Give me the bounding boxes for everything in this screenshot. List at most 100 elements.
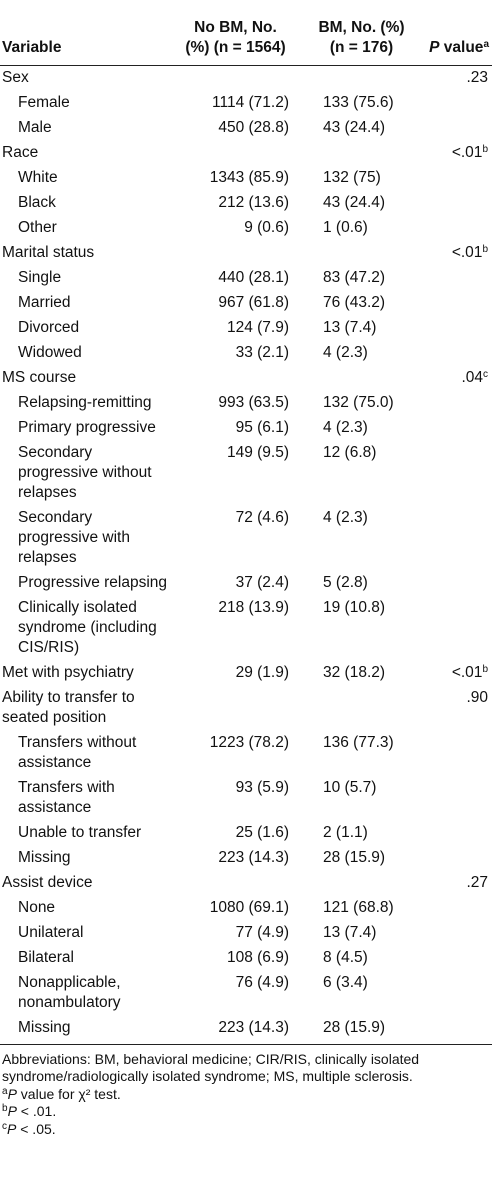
cell-p-value: <.01b: [422, 241, 492, 266]
cell-bm-value: 12 (6.8): [323, 443, 377, 461]
cell-bm: [301, 241, 422, 266]
header-variable: Variable: [0, 0, 170, 66]
row-sublabel: None: [18, 898, 56, 916]
cell-no-bm: 218 (13.9): [218, 598, 289, 616]
footnote-b-p: P: [7, 1103, 17, 1119]
cell-no-bm: 93 (5.9): [235, 778, 289, 796]
cell-no-bm: 76 (4.9): [235, 973, 289, 991]
cell-p-value: [422, 846, 492, 871]
cell-p-value: .90: [422, 686, 492, 731]
cell-bm: 4 (2.3): [301, 506, 422, 571]
cell-p-value: <.01b: [422, 661, 492, 686]
row-sublabel: Transfers without assistance: [18, 733, 137, 771]
cell-bm: 2 (1.1): [301, 821, 422, 846]
table-row: Bilateral 108 (6.9) 8 (4.5): [0, 946, 492, 971]
cell-p-value: [422, 416, 492, 441]
table-row: Black 212 (13.6) 43 (24.4): [0, 191, 492, 216]
cell-bm: 5 (2.8): [301, 571, 422, 596]
p-value-sup: b: [482, 663, 488, 675]
table-row: Secondary progressive with relapses 72 (4…: [0, 506, 492, 571]
row-sublabel: Progressive relapsing: [18, 573, 168, 591]
cell-bm: 28 (15.9): [301, 846, 422, 871]
cell-bm-value: 4 (2.3): [323, 508, 368, 526]
table-row: Primary progressive 95 (6.1) 4 (2.3): [0, 416, 492, 441]
header-bm-line2: (n = 176): [329, 39, 394, 56]
demographics-table: Variable No BM, No. (%) (n = 1564) BM, No…: [0, 0, 492, 1045]
header-no-bm: No BM, No. (%) (n = 1564): [170, 0, 301, 66]
table-row: Unable to transfer 25 (1.6) 2 (1.1): [0, 821, 492, 846]
cell-bm: 19 (10.8): [301, 596, 422, 661]
p-value-text: <.01: [451, 663, 483, 681]
cell-no-bm: 77 (4.9): [235, 923, 289, 941]
p-value-text: .04: [461, 368, 483, 386]
p-value-text: .90: [466, 688, 488, 706]
cell-bm: 6 (3.4): [301, 971, 422, 1016]
cell-bm: [301, 66, 422, 91]
cell-no-bm: 1343 (85.9): [209, 168, 289, 186]
cell-bm: 43 (24.4): [301, 116, 422, 141]
cell-bm: [301, 871, 422, 896]
footnote-b-mark: b: [2, 1103, 8, 1114]
row-category-label: Sex: [2, 69, 29, 86]
p-value-text: <.01: [451, 143, 483, 161]
row-sublabel: Unilateral: [18, 923, 84, 941]
cell-bm-value: 4 (2.3): [323, 343, 368, 361]
cell-no-bm: [170, 241, 301, 266]
footnote-c-text: < .05.: [16, 1120, 56, 1137]
table-row: Nonapplicable, nonambulatory 76 (4.9) 6 (3…: [0, 971, 492, 1016]
header-p-letter: P: [429, 39, 440, 56]
table-row: Ability to transfer to seated position .9…: [0, 686, 492, 731]
cell-bm: 10 (5.7): [301, 776, 422, 821]
cell-bm-value: 6 (3.4): [323, 973, 368, 991]
cell-p-value: [422, 596, 492, 661]
cell-bm: 4 (2.3): [301, 416, 422, 441]
footnote-a-mark: a: [2, 1085, 8, 1097]
cell-no-bm: 450 (28.8): [218, 118, 289, 136]
cell-p-value: [422, 821, 492, 846]
cell-no-bm: [170, 686, 301, 731]
cell-no-bm: [170, 871, 301, 896]
header-p-word: value: [443, 39, 484, 56]
cell-bm-value: 136 (77.3): [323, 733, 394, 751]
row-sublabel: Widowed: [18, 343, 82, 361]
cell-p-value: [422, 116, 492, 141]
p-value-text: .27: [466, 873, 488, 891]
header-p-value: P valuea: [422, 0, 492, 66]
cell-bm-value: 13 (7.4): [323, 923, 377, 941]
table-row: Transfers with assistance 93 (5.9) 10 (5.7…: [0, 776, 492, 821]
cell-bm-value: 121 (68.8): [323, 898, 394, 916]
cell-no-bm: 9 (0.6): [244, 218, 289, 236]
cell-no-bm: 29 (1.9): [235, 663, 289, 681]
cell-bm-value: 28 (15.9): [323, 848, 386, 866]
row-category-label: Race: [2, 143, 39, 161]
cell-no-bm: 212 (13.6): [218, 193, 289, 211]
cell-no-bm: 72 (4.6): [235, 508, 289, 526]
cell-bm-value: 2 (1.1): [323, 823, 368, 841]
cell-bm: 1 (0.6): [301, 216, 422, 241]
table-row: Male 450 (28.8) 43 (24.4): [0, 116, 492, 141]
cell-p-value: [422, 216, 492, 241]
row-sublabel: White: [18, 168, 58, 186]
cell-no-bm: 33 (2.1): [235, 343, 289, 361]
table-header: Variable No BM, No. (%) (n = 1564) BM, No…: [0, 0, 492, 66]
cell-p-value: [422, 1015, 492, 1045]
footnotes: Abbreviations: BM, behavioral medicine; …: [0, 1045, 492, 1139]
cell-bm: 83 (47.2): [301, 266, 422, 291]
table-row: Missing 223 (14.3) 28 (15.9): [0, 1015, 492, 1045]
row-sublabel: Other: [18, 218, 57, 236]
cell-p-value: [422, 921, 492, 946]
cell-p-value: [422, 776, 492, 821]
cell-no-bm: 95 (6.1): [235, 418, 289, 436]
cell-p-value: [422, 316, 492, 341]
table-row: Transfers without assistance 1223 (78.2) 1…: [0, 731, 492, 776]
footnote-a-text: value for χ² test.: [16, 1085, 121, 1102]
cell-bm: 132 (75.0): [301, 391, 422, 416]
cell-no-bm: 124 (7.9): [226, 318, 289, 336]
cell-no-bm: 1114 (71.2): [212, 93, 289, 111]
p-value-sup: b: [482, 243, 488, 255]
cell-p-value: [422, 266, 492, 291]
cell-p-value: [422, 896, 492, 921]
cell-p-value: [422, 341, 492, 366]
cell-no-bm: 993 (63.5): [218, 393, 289, 411]
row-category-label: Met with psychiatry: [2, 663, 134, 681]
